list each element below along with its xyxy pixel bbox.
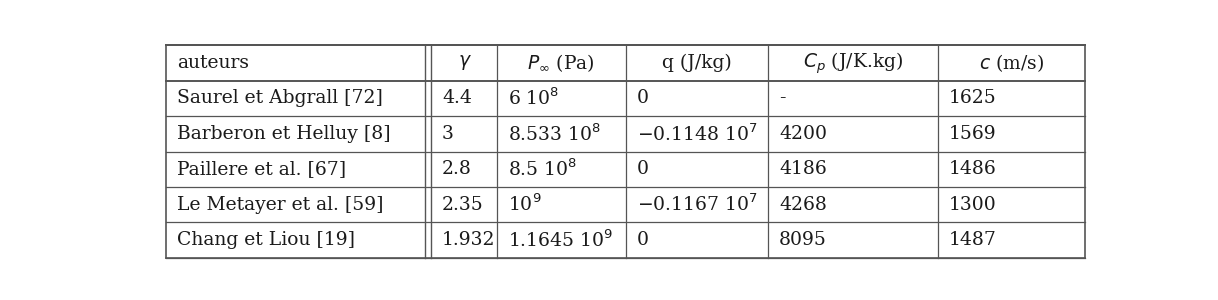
Text: 4200: 4200 — [780, 125, 827, 143]
Text: 0: 0 — [637, 89, 649, 107]
Text: $c$ (m/s): $c$ (m/s) — [979, 52, 1044, 74]
Text: 2.35: 2.35 — [442, 196, 484, 214]
Text: 0: 0 — [637, 160, 649, 178]
Text: Chang et Liou [19]: Chang et Liou [19] — [178, 231, 356, 249]
Text: $P_{\infty}$ (Pa): $P_{\infty}$ (Pa) — [527, 52, 596, 74]
Text: 4186: 4186 — [780, 160, 827, 178]
Text: 6 10$^{8}$: 6 10$^{8}$ — [508, 88, 559, 109]
Text: $\gamma$: $\gamma$ — [458, 53, 473, 73]
Text: q (J/kg): q (J/kg) — [661, 54, 732, 72]
Text: $-$0.1167 10$^{7}$: $-$0.1167 10$^{7}$ — [637, 194, 758, 215]
Text: 0: 0 — [637, 231, 649, 249]
Text: 1569: 1569 — [949, 125, 996, 143]
Text: 3: 3 — [442, 125, 454, 143]
Text: Paillere et al. [67]: Paillere et al. [67] — [178, 160, 347, 178]
Text: 1300: 1300 — [949, 196, 996, 214]
Text: 4.4: 4.4 — [442, 89, 471, 107]
Text: 8.533 10$^{8}$: 8.533 10$^{8}$ — [508, 123, 602, 145]
Text: 8.5 10$^{8}$: 8.5 10$^{8}$ — [508, 158, 577, 180]
Text: 10$^{9}$: 10$^{9}$ — [508, 194, 542, 215]
Text: 4268: 4268 — [780, 196, 827, 214]
Text: Barberon et Helluy [8]: Barberon et Helluy [8] — [178, 125, 391, 143]
Text: 2.8: 2.8 — [442, 160, 471, 178]
Text: 1.932: 1.932 — [442, 231, 496, 249]
Text: Le Metayer et al. [59]: Le Metayer et al. [59] — [178, 196, 384, 214]
Text: $C_p$ (J/K.kg): $C_p$ (J/K.kg) — [803, 50, 903, 76]
Text: -: - — [780, 89, 786, 107]
Text: Saurel et Abgrall [72]: Saurel et Abgrall [72] — [178, 89, 384, 107]
Text: 1.1645 10$^{9}$: 1.1645 10$^{9}$ — [508, 229, 613, 251]
Text: 1486: 1486 — [949, 160, 996, 178]
Text: 8095: 8095 — [780, 231, 827, 249]
Text: 1487: 1487 — [949, 231, 996, 249]
Text: $-$0.1148 10$^{7}$: $-$0.1148 10$^{7}$ — [637, 123, 758, 145]
Text: auteurs: auteurs — [178, 54, 250, 72]
Text: 1625: 1625 — [949, 89, 996, 107]
